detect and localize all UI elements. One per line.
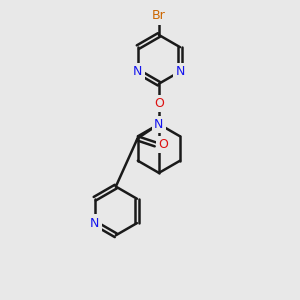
- Text: N: N: [154, 118, 164, 130]
- Text: O: O: [158, 138, 168, 151]
- Text: N: N: [90, 217, 99, 230]
- Text: Br: Br: [152, 10, 166, 22]
- Text: N: N: [133, 65, 142, 78]
- Text: O: O: [154, 97, 164, 110]
- Text: N: N: [175, 65, 185, 78]
